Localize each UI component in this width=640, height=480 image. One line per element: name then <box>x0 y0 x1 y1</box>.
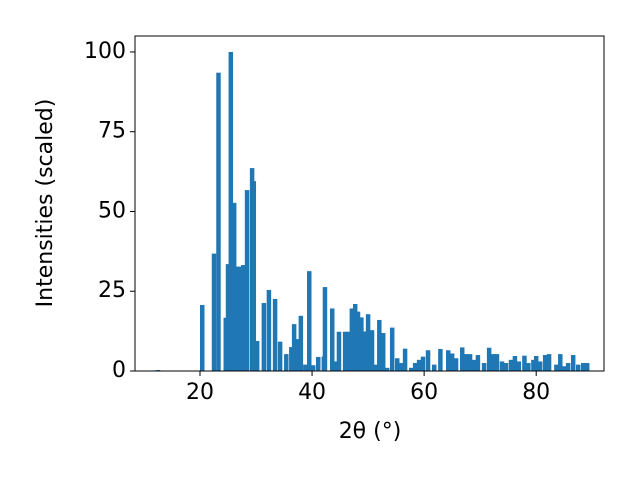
bar <box>537 361 543 371</box>
bar <box>459 347 465 371</box>
bar <box>298 315 304 371</box>
y-tick-label: 50 <box>98 198 126 223</box>
x-tick-label: 60 <box>410 380 438 405</box>
bar <box>467 354 473 371</box>
bar <box>254 341 260 371</box>
bar <box>277 341 283 371</box>
bar <box>289 347 294 371</box>
bar <box>336 331 342 371</box>
x-tick-label: 80 <box>522 380 550 405</box>
bar <box>228 51 234 371</box>
bar <box>420 356 426 371</box>
bar <box>284 354 289 371</box>
bar <box>445 350 451 371</box>
bar <box>291 324 297 371</box>
bar <box>531 359 536 371</box>
bar <box>481 363 487 371</box>
bar <box>377 319 382 371</box>
bar <box>345 331 351 371</box>
bar <box>307 271 312 371</box>
bar <box>508 359 514 371</box>
y-tick-label: 75 <box>98 119 126 144</box>
bar <box>542 355 548 371</box>
bar <box>234 266 240 371</box>
bar <box>490 354 496 371</box>
bar <box>342 331 348 371</box>
bar <box>499 361 505 371</box>
y-tick-label: 25 <box>98 278 126 303</box>
x-tick-label: 20 <box>186 380 214 405</box>
bar <box>570 355 576 371</box>
bar <box>272 298 278 371</box>
bar <box>526 363 531 371</box>
x-axis-label: 2θ (°) <box>339 419 402 444</box>
bar <box>575 364 581 371</box>
bar <box>244 190 250 371</box>
plot-frame <box>134 35 605 372</box>
bar <box>295 339 301 371</box>
bar <box>365 314 371 371</box>
bar <box>369 330 375 371</box>
bar <box>402 348 408 371</box>
bar <box>486 347 492 371</box>
bar <box>449 353 455 371</box>
bar <box>199 304 205 371</box>
bar <box>216 72 221 371</box>
bar <box>359 317 364 371</box>
bar <box>584 363 590 371</box>
bar <box>251 181 257 371</box>
bar <box>322 287 328 371</box>
bar <box>475 355 481 371</box>
bar <box>425 350 431 371</box>
bar <box>398 363 404 371</box>
bar <box>546 354 552 371</box>
bar <box>512 356 518 371</box>
bar <box>561 366 567 371</box>
bar <box>237 266 243 371</box>
bar <box>533 356 539 371</box>
bar <box>266 289 272 371</box>
bar <box>361 331 367 371</box>
bar <box>409 367 414 371</box>
y-tick-label: 0 <box>112 358 126 383</box>
bar <box>355 311 361 371</box>
bar <box>471 359 477 371</box>
bar <box>581 363 586 371</box>
bar <box>384 367 390 371</box>
bar <box>431 364 437 371</box>
bar <box>310 365 316 371</box>
bar <box>412 363 418 371</box>
x-tick-label: 40 <box>298 380 326 405</box>
bar <box>231 202 237 371</box>
bar <box>503 363 509 371</box>
bar <box>240 265 246 371</box>
bar <box>352 304 358 371</box>
bar <box>349 308 355 371</box>
bar <box>261 303 267 371</box>
bar <box>380 333 386 371</box>
bar <box>438 348 443 371</box>
bar <box>416 359 422 371</box>
bar <box>565 363 571 371</box>
bar <box>494 354 500 371</box>
bar <box>554 364 559 371</box>
bar <box>329 308 335 371</box>
y-tick-label: 100 <box>84 39 126 64</box>
bar <box>303 364 308 371</box>
bar <box>463 354 469 371</box>
bar <box>522 355 527 371</box>
bar <box>453 358 459 371</box>
bar <box>225 264 231 371</box>
bar <box>373 364 379 371</box>
y-axis-label: Intensities (scaled) <box>33 99 58 308</box>
bar <box>333 361 339 371</box>
bar <box>389 327 395 371</box>
bar <box>394 358 400 371</box>
bar <box>558 354 563 371</box>
bar <box>516 361 522 371</box>
bar <box>315 356 321 371</box>
bar <box>211 253 217 371</box>
